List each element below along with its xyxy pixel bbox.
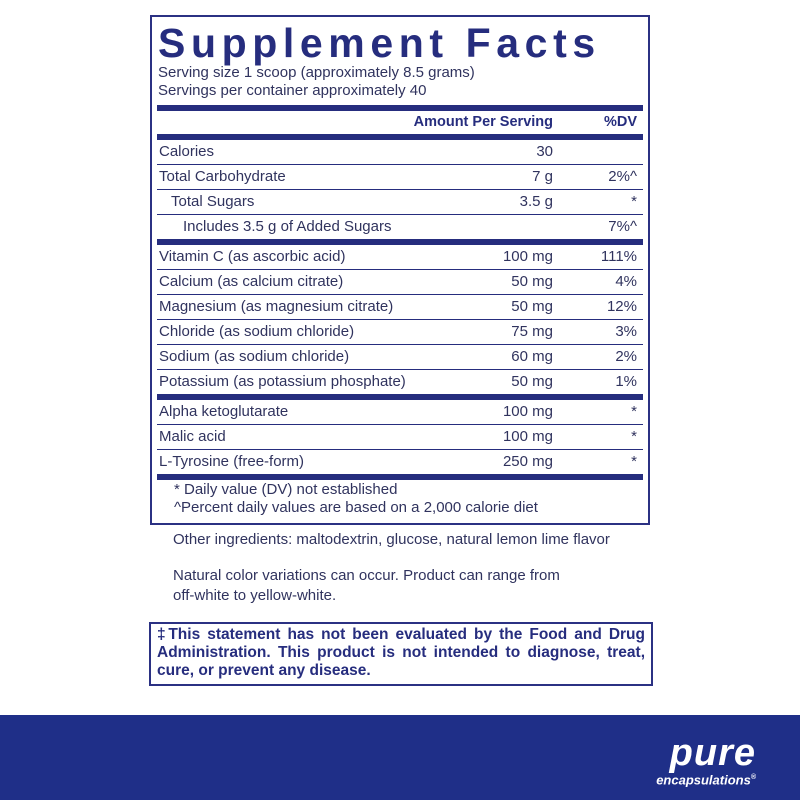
amount: 250 mg [502,453,553,470]
daily-value: 111% [600,248,637,265]
thick-divider [157,105,643,111]
table-row: Calories 30 [157,140,643,165]
daily-value: * [631,428,637,445]
daily-value: 2% [615,348,637,365]
panel-title: Supplement Facts [158,20,601,66]
nutrient-name: Includes 3.5 g of Added Sugars [183,218,392,235]
thick-divider [157,474,643,480]
table-row: Vitamin C (as ascorbic acid) 100 mg 111% [157,245,643,270]
color-note-line-1: Natural color variations can occur. Prod… [173,567,560,584]
daily-value: 12% [606,298,637,315]
daily-value: 3% [615,323,637,340]
brand-footer: pure encapsulations® [0,715,800,800]
table-header: Amount Per Serving %DV [157,111,643,134]
other-ingredients: Other ingredients: maltodextrin, glucose… [173,531,610,548]
table-row: Chloride (as sodium chloride) 75 mg 3% [157,320,643,345]
nutrient-name: Potassium (as potassium phosphate) [159,373,406,390]
daily-value: * [631,403,637,420]
nutrient-name: Total Carbohydrate [159,168,286,185]
thick-divider [157,134,643,140]
daily-value: 4% [615,273,637,290]
nutrient-name: Sodium (as sodium chloride) [159,348,350,365]
nutrient-name: Calcium (as calcium citrate) [159,273,344,290]
table-row: Potassium (as potassium phosphate) 50 mg 1… [157,370,643,394]
nutrient-name: Chloride (as sodium chloride) [159,323,355,340]
daily-value: * [631,453,637,470]
fda-disclaimer: ‡This statement has not been evaluated b… [149,622,653,686]
amount: 30 [536,143,553,160]
servings-per-container: Servings per container approximately 40 [158,82,427,99]
dv-header: %DV [603,114,637,130]
amount: 75 mg [511,323,553,340]
table-row: Magnesium (as magnesium citrate) 50 mg 12% [157,295,643,320]
table-row: Calcium (as calcium citrate) 50 mg 4% [157,270,643,295]
table-row: Includes 3.5 g of Added Sugars 7%^ [157,215,643,239]
amount-header: Amount Per Serving [413,114,553,130]
thick-divider [157,239,643,245]
nutrient-name: Calories [159,143,215,160]
daily-value: 7%^ [608,218,637,235]
daily-value: 1% [615,373,637,390]
amount: 100 mg [502,403,553,420]
amount: 3.5 g [519,193,553,210]
table-row: L-Tyrosine (free-form) 250 mg * [157,450,643,474]
amount: 7 g [532,168,553,185]
nutrient-name: Alpha ketoglutarate [159,403,289,420]
brand-logo: pure encapsulations® [656,732,756,788]
logo-encapsulations: encapsulations® [656,772,756,788]
supplement-facts-panel: Supplement Facts Serving size 1 scoop (a… [150,15,650,525]
thick-divider [157,394,643,400]
amount: 50 mg [511,373,553,390]
nutrient-name: Magnesium (as magnesium citrate) [159,298,394,315]
amount: 50 mg [511,273,553,290]
amount: 60 mg [511,348,553,365]
table-row: Alpha ketoglutarate 100 mg * [157,400,643,425]
table-row: Total Carbohydrate 7 g 2%^ [157,165,643,190]
table-row: Total Sugars 3.5 g * [157,190,643,215]
color-note-line-2: off-white to yellow-white. [173,587,337,604]
daily-value: 2%^ [608,168,637,185]
footnote-dv: * Daily value (DV) not established [174,481,398,498]
logo-pure: pure [669,732,756,774]
nutrient-name: L-Tyrosine (free-form) [159,453,305,470]
amount: 100 mg [502,248,553,265]
table-row: Malic acid 100 mg * [157,425,643,450]
facts-table: Amount Per Serving %DV Calories 30 Total C… [157,105,643,480]
amount: 50 mg [511,298,553,315]
nutrient-name: Total Sugars [171,193,255,210]
footnote-calorie: ^Percent daily values are based on a 2,0… [174,499,538,516]
serving-size: Serving size 1 scoop (approximately 8.5 … [158,64,475,81]
nutrient-name: Vitamin C (as ascorbic acid) [159,248,346,265]
nutrient-name: Malic acid [159,428,226,445]
daily-value: * [631,193,637,210]
amount: 100 mg [502,428,553,445]
table-row: Sodium (as sodium chloride) 60 mg 2% [157,345,643,370]
